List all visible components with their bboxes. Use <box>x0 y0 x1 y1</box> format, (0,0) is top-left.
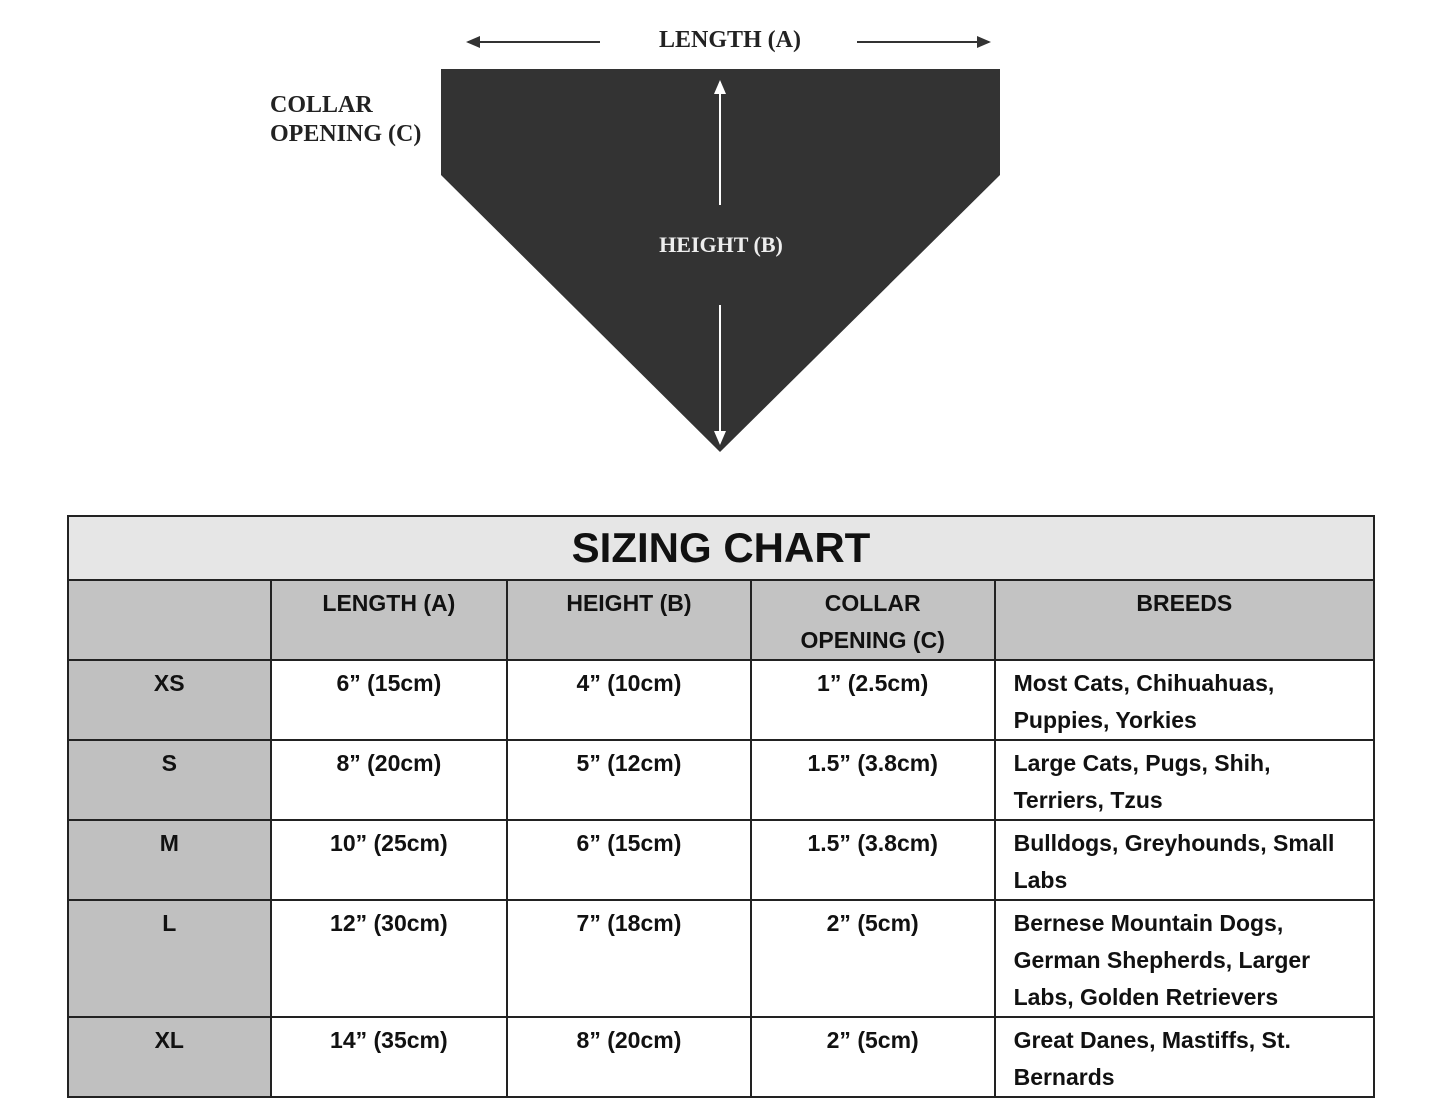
height-cell: 8” (20cm) <box>506 1016 752 1098</box>
height-cell: 7” (18cm) <box>506 899 752 1018</box>
header-breeds: BREEDS <box>993 579 1376 661</box>
height-label: HEIGHT (B) <box>659 232 783 257</box>
collar-cell: 1.5” (3.8cm) <box>749 739 996 821</box>
breeds-cell: Large Cats, Pugs, Shih, Terriers, Tzus <box>993 739 1376 821</box>
collar-cell: 2” (5cm) <box>749 1016 996 1098</box>
table-row: S 8” (20cm) 5” (12cm) 1.5” (3.8cm) Large Cat… <box>67 739 1376 821</box>
table-row: XL 14” (35cm) 8” (20cm) 2” (5cm) Great Danes… <box>67 1016 1376 1098</box>
sizing-chart-table: SIZING CHART LENGTH (A) HEIGHT (B) COLLA… <box>67 515 1376 1098</box>
length-label: LENGTH (A) <box>659 27 801 53</box>
collar-cell: 1.5” (3.8cm) <box>749 819 996 901</box>
table-title: SIZING CHART <box>67 515 1375 581</box>
height-cell: 6” (15cm) <box>506 819 752 901</box>
collar-label-line2: OPENING (C) <box>270 121 421 147</box>
breeds-cell: Most Cats, Chihuahuas, Puppies, Yorkies <box>993 659 1376 741</box>
height-cell: 5” (12cm) <box>506 739 752 821</box>
height-cell: 4” (10cm) <box>506 659 752 741</box>
table-row: XS 6” (15cm) 4” (10cm) 1” (2.5cm) Most Cats,… <box>67 659 1376 741</box>
bandana-diagram: LENGTH (A) HEIGHT (B) COLLAR OPENING (C) <box>270 27 1000 452</box>
header-length: LENGTH (A) <box>269 579 509 661</box>
header-height: HEIGHT (B) <box>506 579 752 661</box>
bandana-shape <box>441 69 1000 452</box>
collar-cell: 2” (5cm) <box>749 899 996 1018</box>
length-cell: 8” (20cm) <box>269 739 509 821</box>
size-cell: M <box>67 819 272 901</box>
length-cell: 10” (25cm) <box>269 819 509 901</box>
collar-cell: 1” (2.5cm) <box>749 659 996 741</box>
length-cell: 14” (35cm) <box>269 1016 509 1098</box>
header-collar: COLLAR OPENING (C) <box>749 579 996 661</box>
length-cell: 12” (30cm) <box>269 899 509 1018</box>
table-row: L 12” (30cm) 7” (18cm) 2” (5cm) Bernese Moun… <box>67 899 1376 1018</box>
breeds-cell: Great Danes, Mastiffs, St. Bernards <box>993 1016 1376 1098</box>
header-size <box>67 579 272 661</box>
breeds-cell: Bernese Mountain Dogs, German Shepherds,… <box>993 899 1376 1018</box>
size-cell: XL <box>67 1016 272 1098</box>
table-row: M 10” (25cm) 6” (15cm) 1.5” (3.8cm) Bulldogs… <box>67 819 1376 901</box>
size-cell: S <box>67 739 272 821</box>
breeds-cell: Bulldogs, Greyhounds, Small Labs <box>993 819 1376 901</box>
length-cell: 6” (15cm) <box>269 659 509 741</box>
size-cell: L <box>67 899 272 1018</box>
size-cell: XS <box>67 659 272 741</box>
collar-label-line1: COLLAR <box>270 92 373 118</box>
